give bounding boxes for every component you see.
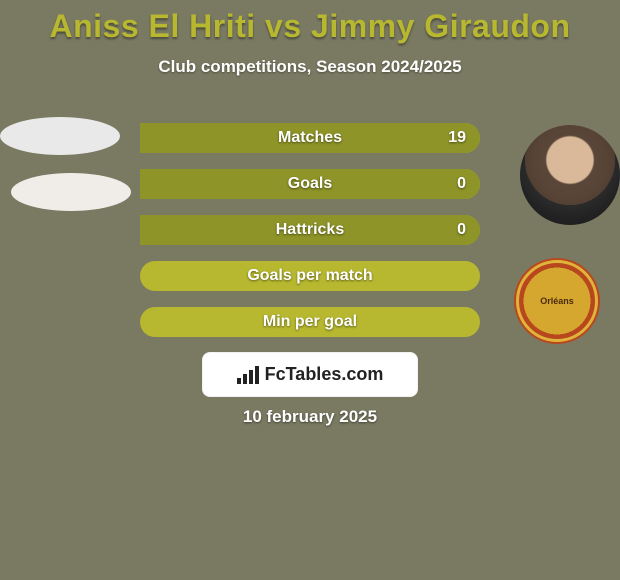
bar-label: Matches	[140, 123, 480, 153]
bar-label: Min per goal	[140, 307, 480, 337]
bar-row: Matches19	[140, 123, 480, 153]
date-line: 10 february 2025	[0, 407, 620, 427]
comparison-bars: Matches19Goals0Hattricks0Goals per match…	[140, 123, 480, 353]
player-left-avatar-placeholder-1	[0, 117, 120, 155]
bar-row: Goals per match	[140, 261, 480, 291]
page-title: Aniss El Hriti vs Jimmy Giraudon	[0, 0, 620, 45]
bar-row: Hattricks0	[140, 215, 480, 245]
bar-row: Goals0	[140, 169, 480, 199]
bar-label: Goals per match	[140, 261, 480, 291]
bar-value-right: 19	[448, 123, 466, 153]
player-left-avatar-placeholder-2	[11, 173, 131, 211]
bar-label: Hattricks	[140, 215, 480, 245]
player-right-club-badge: Orléans	[514, 258, 600, 344]
comparison-card: Aniss El Hriti vs Jimmy Giraudon Club co…	[0, 0, 620, 580]
bar-value-right: 0	[457, 169, 466, 199]
chart-bars-icon	[237, 366, 259, 384]
player-right-avatar	[520, 125, 620, 225]
bar-row: Min per goal	[140, 307, 480, 337]
bar-label: Goals	[140, 169, 480, 199]
club-badge-label: Orléans	[540, 296, 574, 306]
brand-label: FcTables.com	[265, 364, 384, 385]
bar-value-right: 0	[457, 215, 466, 245]
subtitle: Club competitions, Season 2024/2025	[0, 57, 620, 77]
club-badge-ring: Orléans	[516, 260, 598, 342]
brand-box: FcTables.com	[202, 352, 418, 397]
